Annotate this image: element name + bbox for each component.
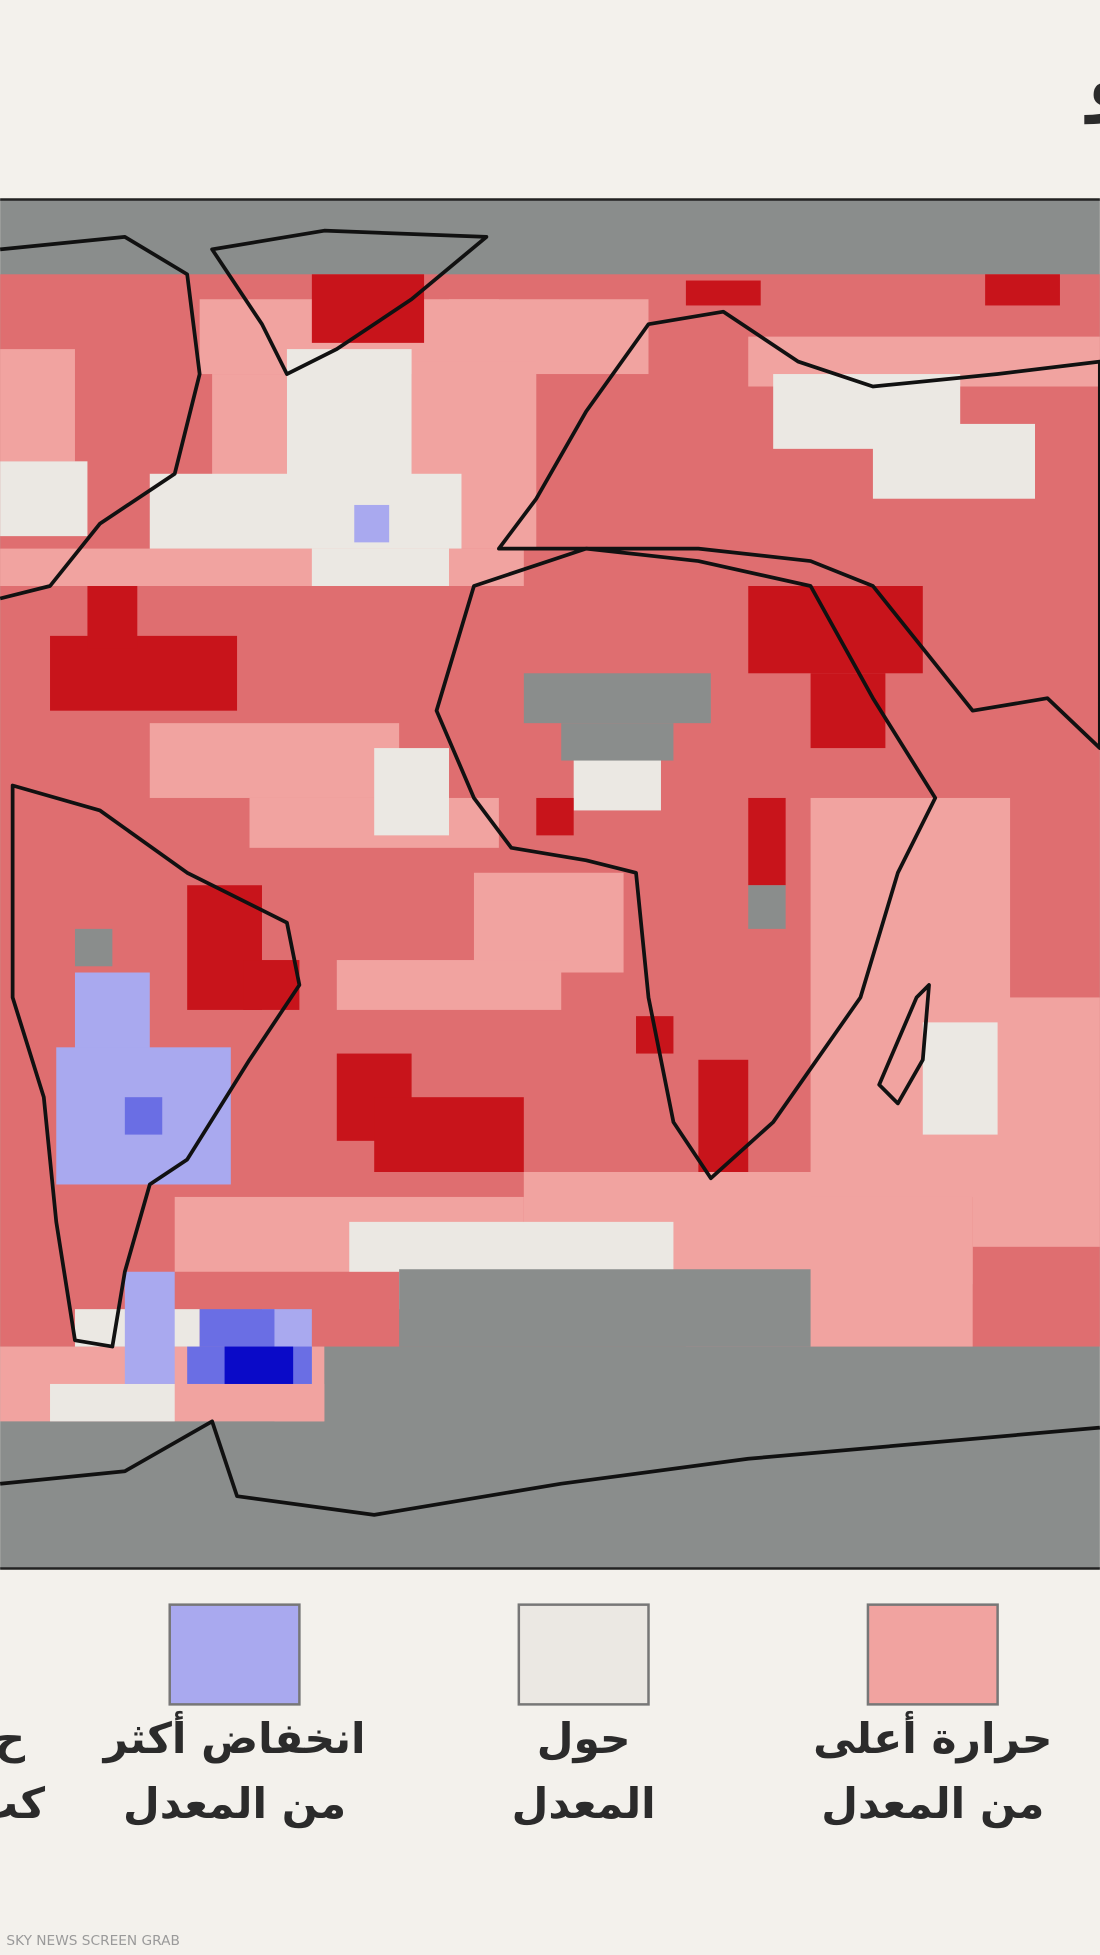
white-cells: [0, 349, 1036, 1422]
legend-label: حول: [537, 1714, 631, 1764]
watermark: SKY NEWS SCREEN GRAB: [6, 1933, 180, 1949]
no-data-cells: [74, 673, 811, 1347]
legend-label: من المعدل: [123, 1779, 346, 1829]
map: [0, 198, 1100, 1570]
legend-label: حرارة أعلى: [813, 1711, 1052, 1764]
legend: حرارة أعلى من المعدل حول المعدل انخفاض أكثر م…: [0, 1603, 1052, 1829]
dark-red-cells: [50, 274, 1060, 1173]
legend-label: من المعدل: [821, 1779, 1044, 1829]
legend-label: ح: [0, 1714, 26, 1763]
legend-label: المعدل: [512, 1779, 656, 1828]
blue-cells: [56, 504, 390, 1384]
legend-swatch: [517, 1603, 650, 1706]
legend-label: انخفاض أكثر: [102, 1711, 366, 1764]
legend-label: كث: [0, 1779, 45, 1828]
coastlines: [0, 228, 1100, 1517]
title: حرارة البر والبحر خلال يونيو: [1083, 37, 1100, 125]
legend-swatch: [168, 1603, 301, 1706]
legend-swatch: [866, 1603, 999, 1706]
